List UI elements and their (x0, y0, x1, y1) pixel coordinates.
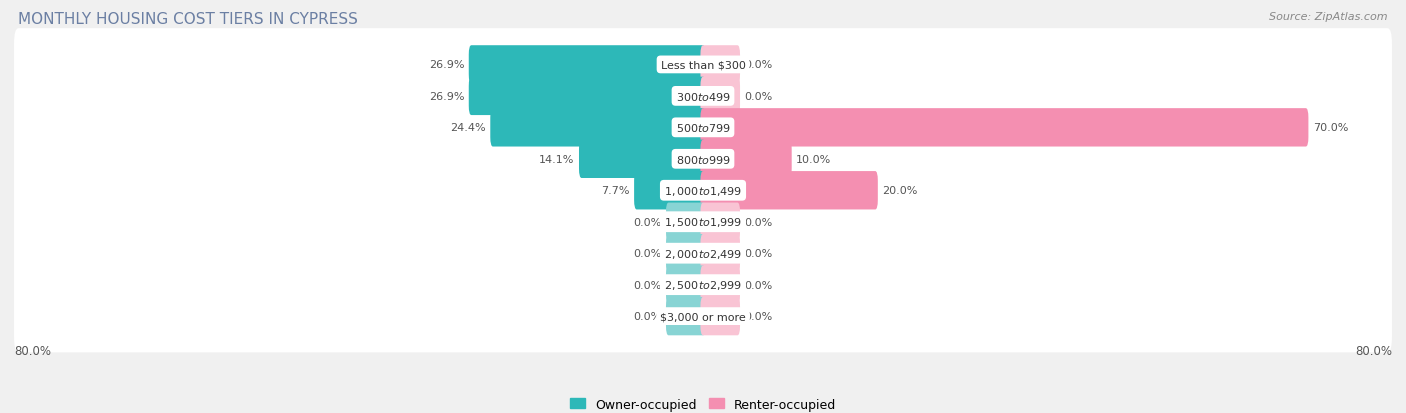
FancyBboxPatch shape (634, 172, 706, 210)
FancyBboxPatch shape (666, 235, 706, 273)
Text: 0.0%: 0.0% (744, 249, 772, 259)
FancyBboxPatch shape (468, 46, 706, 84)
Text: $300 to $499: $300 to $499 (675, 91, 731, 102)
Text: 0.0%: 0.0% (634, 249, 662, 259)
Text: Source: ZipAtlas.com: Source: ZipAtlas.com (1270, 12, 1388, 22)
FancyBboxPatch shape (14, 280, 1392, 352)
Text: $1,500 to $1,999: $1,500 to $1,999 (664, 216, 742, 229)
FancyBboxPatch shape (14, 123, 1392, 195)
Text: 70.0%: 70.0% (1313, 123, 1348, 133)
Text: $800 to $999: $800 to $999 (675, 154, 731, 165)
Text: $3,000 or more: $3,000 or more (661, 311, 745, 321)
FancyBboxPatch shape (14, 186, 1392, 258)
FancyBboxPatch shape (468, 78, 706, 116)
Text: 0.0%: 0.0% (744, 217, 772, 227)
FancyBboxPatch shape (14, 155, 1392, 227)
FancyBboxPatch shape (666, 297, 706, 335)
FancyBboxPatch shape (700, 140, 792, 178)
Text: 26.9%: 26.9% (429, 92, 464, 102)
FancyBboxPatch shape (14, 61, 1392, 133)
FancyBboxPatch shape (700, 78, 740, 116)
FancyBboxPatch shape (14, 249, 1392, 321)
Text: 0.0%: 0.0% (634, 217, 662, 227)
FancyBboxPatch shape (579, 140, 706, 178)
Text: $2,000 to $2,499: $2,000 to $2,499 (664, 247, 742, 260)
FancyBboxPatch shape (700, 266, 740, 304)
Legend: Owner-occupied, Renter-occupied: Owner-occupied, Renter-occupied (569, 398, 837, 411)
Text: 0.0%: 0.0% (634, 311, 662, 321)
FancyBboxPatch shape (491, 109, 706, 147)
Text: Less than $300: Less than $300 (661, 60, 745, 70)
FancyBboxPatch shape (666, 203, 706, 241)
Text: 0.0%: 0.0% (744, 92, 772, 102)
FancyBboxPatch shape (14, 29, 1392, 101)
Text: $500 to $799: $500 to $799 (675, 122, 731, 134)
FancyBboxPatch shape (666, 266, 706, 304)
Text: $1,000 to $1,499: $1,000 to $1,499 (664, 184, 742, 197)
FancyBboxPatch shape (700, 235, 740, 273)
FancyBboxPatch shape (14, 92, 1392, 164)
Text: 80.0%: 80.0% (1355, 344, 1392, 357)
Text: MONTHLY HOUSING COST TIERS IN CYPRESS: MONTHLY HOUSING COST TIERS IN CYPRESS (18, 12, 359, 27)
FancyBboxPatch shape (700, 172, 877, 210)
Text: 20.0%: 20.0% (882, 186, 918, 196)
Text: 24.4%: 24.4% (450, 123, 486, 133)
FancyBboxPatch shape (700, 46, 740, 84)
Text: 0.0%: 0.0% (744, 60, 772, 70)
Text: 7.7%: 7.7% (602, 186, 630, 196)
Text: 0.0%: 0.0% (634, 280, 662, 290)
Text: 26.9%: 26.9% (429, 60, 464, 70)
Text: 0.0%: 0.0% (744, 280, 772, 290)
FancyBboxPatch shape (14, 218, 1392, 290)
Text: $2,500 to $2,999: $2,500 to $2,999 (664, 278, 742, 292)
Text: 0.0%: 0.0% (744, 311, 772, 321)
FancyBboxPatch shape (700, 203, 740, 241)
Text: 80.0%: 80.0% (14, 344, 51, 357)
Text: 14.1%: 14.1% (540, 154, 575, 164)
FancyBboxPatch shape (700, 297, 740, 335)
FancyBboxPatch shape (700, 109, 1309, 147)
Text: 10.0%: 10.0% (796, 154, 831, 164)
